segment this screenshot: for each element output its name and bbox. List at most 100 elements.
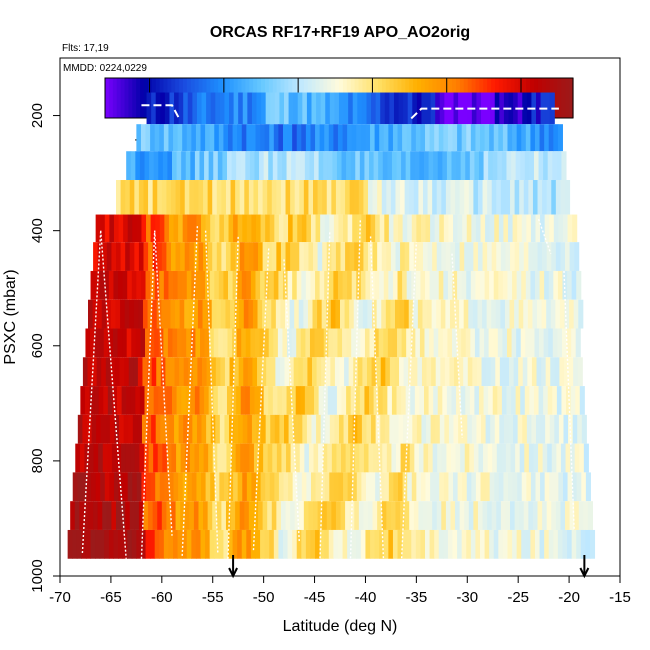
heatmap-cell <box>500 180 506 215</box>
heatmap-cell <box>447 328 453 358</box>
heatmap-cell <box>426 92 432 125</box>
heatmap-cell <box>409 501 415 530</box>
heatmap-cell <box>570 386 576 415</box>
heatmap-cell <box>277 151 283 181</box>
heatmap-cell <box>478 151 485 181</box>
heatmap-cell <box>303 501 309 530</box>
heatmap-cell <box>317 299 323 329</box>
heatmap-cell <box>492 151 498 181</box>
heatmap-cell <box>264 529 270 559</box>
heatmap-cell <box>339 357 345 387</box>
heatmap-cell <box>382 151 388 181</box>
heatmap-cell <box>545 357 551 387</box>
heatmap-cell <box>141 414 148 444</box>
heatmap-cell <box>149 151 155 181</box>
heatmap-cell <box>363 443 370 473</box>
heatmap-cell <box>99 529 105 559</box>
heatmap-cell <box>567 214 573 243</box>
heatmap-cell <box>335 242 342 271</box>
heatmap-cell <box>260 529 266 559</box>
heatmap-cell <box>271 242 277 271</box>
heatmap-cell <box>552 386 558 415</box>
heatmap-cell <box>289 357 295 387</box>
heatmap-cell <box>425 214 431 243</box>
heatmap-cell <box>308 242 314 271</box>
heatmap-cell <box>259 151 265 181</box>
heatmap-cell <box>459 180 465 215</box>
heatmap-cell <box>116 180 122 215</box>
heatmap-cell <box>245 386 251 415</box>
heatmap-cell <box>473 180 479 215</box>
heatmap-cell <box>172 151 178 181</box>
heatmap-cell <box>332 151 338 181</box>
heatmap-cell <box>244 242 250 271</box>
heatmap-cell <box>437 151 443 181</box>
heatmap-cell <box>535 472 541 502</box>
heatmap-cell <box>297 414 303 444</box>
heatmap-cell <box>384 472 390 502</box>
heatmap-cell <box>129 180 135 215</box>
heatmap-cell <box>347 124 353 152</box>
heatmap-cell <box>577 357 583 387</box>
heatmap-cell <box>523 501 529 530</box>
heatmap-cell <box>327 151 333 181</box>
heatmap-cell <box>174 92 180 125</box>
heatmap-cell <box>482 242 488 271</box>
heatmap-cell <box>366 92 372 125</box>
heatmap-cell <box>238 92 244 125</box>
heatmap-cell <box>555 299 561 329</box>
heatmap-cell <box>565 180 571 215</box>
heatmap-cell <box>265 472 271 502</box>
x-tick-label: -40 <box>355 589 377 606</box>
heatmap-cell <box>344 357 350 387</box>
heatmap-cell <box>343 214 349 243</box>
heatmap-cell <box>507 529 513 559</box>
colorbar-segment <box>561 78 566 118</box>
heatmap-cell <box>563 414 569 444</box>
heatmap-cell <box>474 151 480 181</box>
heatmap-cell <box>521 270 527 300</box>
heatmap-cell <box>150 214 156 243</box>
heatmap-cell <box>94 386 100 415</box>
heatmap-cell <box>383 124 389 152</box>
heatmap-cell <box>136 270 142 300</box>
flight-track-upper <box>410 107 559 120</box>
heatmap-cell <box>155 214 161 243</box>
heatmap-cell <box>539 124 545 152</box>
heatmap-cell <box>393 414 400 444</box>
heatmap-cell <box>145 270 151 300</box>
heatmap-cell <box>199 151 205 181</box>
heatmap-cell <box>282 529 289 559</box>
heatmap-cell <box>437 386 443 415</box>
heatmap-cell <box>207 242 213 271</box>
heatmap-cell <box>480 270 486 300</box>
heatmap-cell <box>135 328 141 358</box>
heatmap-cell <box>145 529 151 559</box>
heatmap-cell <box>461 270 467 300</box>
heatmap-cell <box>483 151 489 181</box>
heatmap-cell <box>555 242 561 271</box>
heatmap-cell <box>402 472 408 502</box>
heatmap-cell <box>536 92 542 125</box>
heatmap-cell <box>163 328 169 358</box>
heatmap-cell <box>301 472 307 502</box>
heatmap-cell <box>149 328 155 358</box>
heatmap-cell <box>138 242 144 271</box>
heatmap-cell <box>111 501 117 530</box>
heatmap-cell <box>86 472 92 502</box>
heatmap-cell <box>277 386 283 415</box>
heatmap-cell <box>105 357 111 387</box>
heatmap-cell <box>248 299 254 329</box>
heatmap-cell <box>150 529 156 559</box>
heatmap-cell <box>217 151 223 181</box>
heatmap-cell <box>529 328 535 358</box>
heatmap-cell <box>555 501 561 530</box>
heatmap-cell <box>482 501 488 530</box>
colorbar-segment <box>124 78 129 118</box>
heatmap-cell <box>466 529 472 559</box>
heatmap-cell <box>251 414 258 444</box>
heatmap-cell <box>355 386 361 415</box>
heatmap-cell <box>292 472 298 502</box>
heatmap-cell <box>449 299 456 329</box>
heatmap-cell <box>310 124 316 152</box>
